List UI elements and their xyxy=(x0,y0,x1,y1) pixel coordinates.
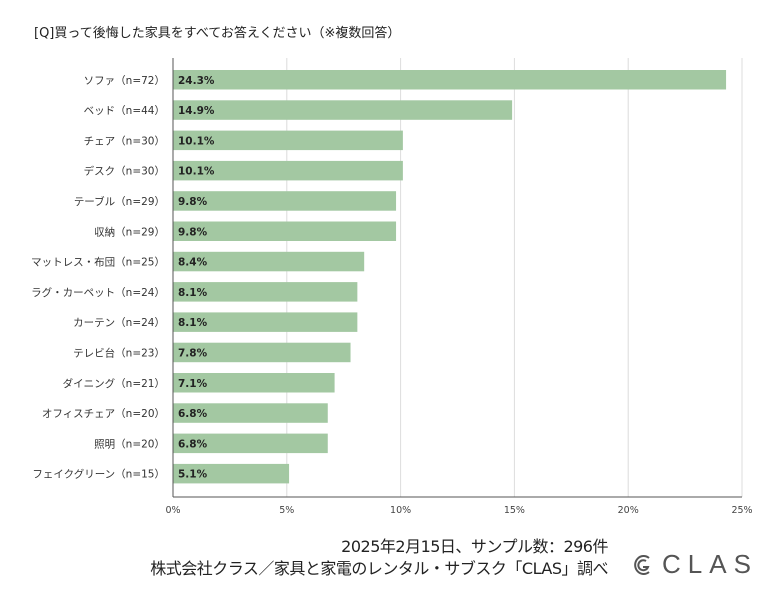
category-label: 収納（n=29） xyxy=(94,225,165,238)
category-label: ベッド（n=44） xyxy=(84,105,165,117)
clas-logo: CLAS xyxy=(632,549,758,580)
bar xyxy=(173,100,513,120)
value-label: 8.1% xyxy=(178,317,208,329)
bar xyxy=(173,282,358,302)
value-labels: 24.3% 14.9% 10.1% 10.1% 9.8% 9.8% 8.4% 8.1% 8.1%… xyxy=(178,75,215,481)
footer-source: 株式会社クラス／家具と家電のレンタル・サブスク「CLAS」調べ xyxy=(150,559,608,578)
category-label: テレビ台（n=23） xyxy=(73,346,165,359)
clas-logo-icon xyxy=(634,554,650,575)
category-label: ダイニング（n=21） xyxy=(63,377,165,390)
category-label: カーテン（n=24） xyxy=(73,317,165,329)
value-label: 5.1% xyxy=(178,469,208,481)
bar xyxy=(173,433,328,454)
bar xyxy=(173,312,358,332)
category-labels: ソファ（n=72） ベッド（n=44） チェア（n=30） デスク（n=30） テーブル… xyxy=(31,75,165,481)
bar xyxy=(173,342,351,363)
value-label: 6.8% xyxy=(178,438,208,450)
x-tick-label: 25% xyxy=(731,505,752,516)
value-label: 8.4% xyxy=(178,257,208,269)
category-label: フェイクグリーン（n=15） xyxy=(32,468,165,481)
category-label: マットレス・布団（n=25） xyxy=(31,257,165,269)
category-label: ソファ（n=72） xyxy=(84,75,165,87)
value-label: 10.1% xyxy=(178,135,215,147)
bar xyxy=(173,403,328,423)
value-label: 8.1% xyxy=(178,287,208,299)
value-label: 7.8% xyxy=(178,347,208,359)
bar xyxy=(173,160,403,181)
chart-title: [Q]買って後悔した家具をすべてお答えください（※複数回答） xyxy=(34,26,401,41)
category-label: テーブル（n=29） xyxy=(74,195,165,208)
bar xyxy=(173,251,365,272)
gridlines xyxy=(286,58,743,497)
bar-chart: ソファ（n=72） ベッド（n=44） チェア（n=30） デスク（n=30） テーブル… xyxy=(31,58,753,516)
x-tick-labels: 0% 5% 10% 15% 20% 25% xyxy=(165,505,752,516)
category-label: 照明（n=20） xyxy=(94,438,165,450)
x-tick-label: 20% xyxy=(618,505,639,516)
x-tick-label: 0% xyxy=(165,505,180,516)
value-label: 24.3% xyxy=(178,75,215,87)
bars xyxy=(173,70,727,484)
logo-text: CLAS xyxy=(662,549,758,579)
footer-date-sample: 2025年2月15日、サンプル数：296件 xyxy=(341,537,608,556)
x-tick-label: 15% xyxy=(504,505,525,516)
category-label: ラグ・カーペット（n=24） xyxy=(31,286,165,299)
category-label: チェア（n=30） xyxy=(84,135,165,147)
value-label: 14.9% xyxy=(178,105,215,117)
value-label: 9.8% xyxy=(178,226,208,238)
bar xyxy=(173,191,397,211)
bar xyxy=(173,130,403,151)
bar xyxy=(173,221,397,241)
category-label: デスク（n=30） xyxy=(84,165,165,178)
value-label: 6.8% xyxy=(178,408,208,420)
category-label: オフィスチェア（n=20） xyxy=(42,408,165,420)
bar xyxy=(173,463,290,484)
value-label: 7.1% xyxy=(178,378,208,390)
bar xyxy=(173,373,335,393)
x-tick-label: 5% xyxy=(279,505,294,516)
value-label: 10.1% xyxy=(178,166,215,178)
bar xyxy=(173,70,727,90)
value-label: 9.8% xyxy=(178,196,208,208)
x-tick-label: 10% xyxy=(390,505,411,516)
